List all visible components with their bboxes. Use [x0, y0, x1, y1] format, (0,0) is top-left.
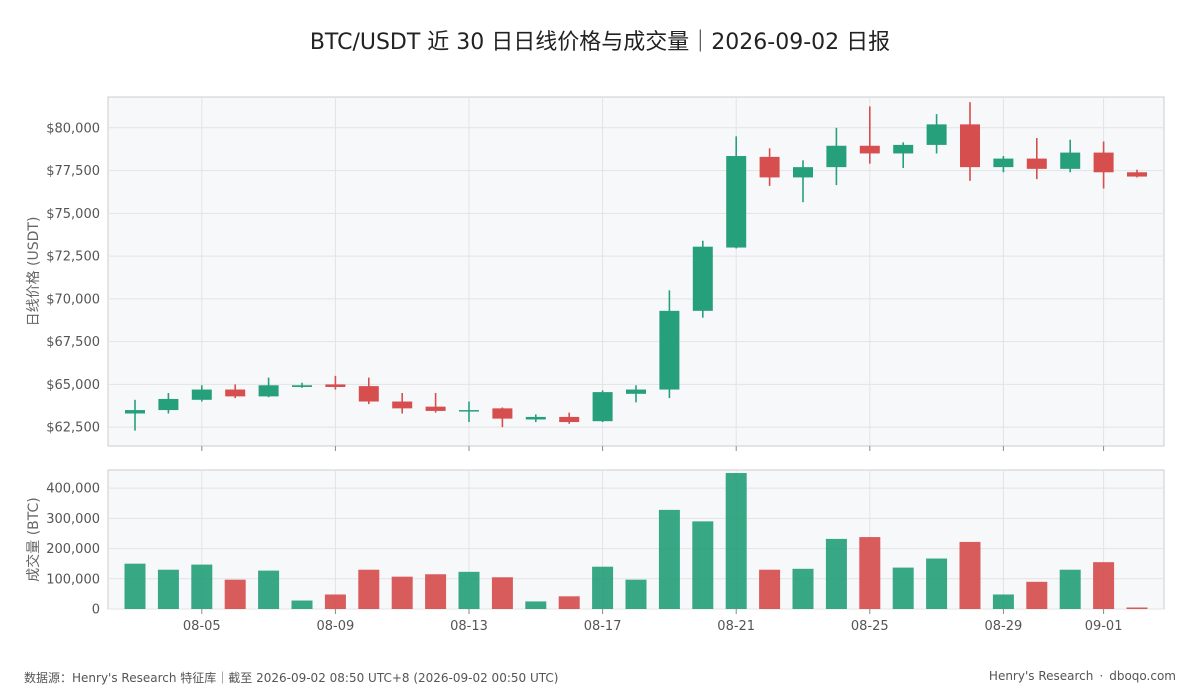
- candle-body: [191, 389, 212, 400]
- volume-bar: [358, 569, 380, 609]
- volume-bar: [625, 579, 647, 609]
- candle-body: [525, 416, 546, 420]
- candle-body: [1127, 172, 1147, 177]
- candle-body: [292, 385, 312, 387]
- volume-y-axis-label: 成交量 (BTC): [25, 497, 42, 582]
- volume-bar: [558, 596, 580, 609]
- price-ytick-label: $67,500: [46, 335, 100, 350]
- volume-panel: 0 100,000 200,000 300,000 400,000 成交量 (BTC) 08…: [25, 469, 1165, 634]
- price-ytick-label: $75,000: [46, 207, 100, 222]
- price-y-axis-label: 日线价格 (USDT): [26, 217, 42, 327]
- chart-title: BTC/USDT 近 30 日日线价格与成交量｜2026-09-02 日报: [309, 30, 891, 55]
- candle-body: [659, 310, 680, 390]
- volume-bar: [157, 569, 179, 609]
- brand-name: Henry's Research: [988, 669, 1094, 683]
- volume-bar: [324, 594, 346, 609]
- candle-body: [793, 167, 813, 178]
- volume-bar: [1059, 569, 1081, 609]
- volume-bar: [491, 577, 513, 609]
- footer-brand: Henry's Research · dboqo.com: [989, 669, 1176, 683]
- volume-bar: [224, 579, 246, 609]
- candle-body: [726, 156, 747, 248]
- price-ytick-label: $77,500: [46, 164, 100, 179]
- price-ytick-label: $72,500: [46, 250, 100, 265]
- price-panel: $62,500 $65,000 $67,500 $70,000 $72,500 $75,0…: [26, 96, 1165, 451]
- candle-body: [325, 384, 346, 387]
- candle-body: [492, 408, 513, 419]
- site-link[interactable]: dboqo.com: [1109, 669, 1176, 683]
- volume-bar: [1093, 562, 1115, 609]
- footer-source: 数据源：Henry's Research 特征库｜截至 2026-09-02 0…: [24, 671, 559, 685]
- candle-body: [1060, 152, 1081, 169]
- price-ytick-label: $70,000: [46, 292, 100, 307]
- candle-body: [459, 410, 479, 412]
- candle-body: [1093, 152, 1114, 173]
- candle-body: [1026, 158, 1047, 169]
- candle-body: [258, 385, 279, 397]
- volume-bar: [859, 537, 881, 609]
- volume-bar: [191, 564, 213, 609]
- volume-bar: [425, 574, 447, 609]
- volume-bar: [759, 569, 781, 609]
- volume-bar: [792, 568, 814, 609]
- volume-ytick-label: 0: [92, 603, 100, 618]
- volume-bar: [692, 521, 714, 609]
- candle-body: [893, 144, 914, 154]
- x-tick-label: 08-21: [717, 619, 755, 634]
- candle-body: [225, 389, 246, 397]
- volume-bar: [825, 538, 847, 609]
- volume-ytick-label: 100,000: [46, 572, 100, 587]
- candle-body: [158, 398, 179, 411]
- candle-body: [425, 406, 446, 411]
- x-tick-label: 08-13: [450, 619, 488, 634]
- volume-bar: [124, 563, 146, 609]
- footer-separator: ·: [1099, 669, 1104, 683]
- candle-body: [559, 416, 580, 423]
- x-tick-label: 08-29: [985, 619, 1023, 634]
- candle-body: [592, 392, 613, 422]
- volume-bar: [258, 570, 280, 609]
- candle-body: [926, 124, 947, 145]
- candle-body: [125, 410, 145, 414]
- candle-body: [826, 145, 847, 168]
- volume-ytick-label: 300,000: [46, 512, 100, 527]
- x-tick-label: 08-17: [584, 619, 622, 634]
- volume-bar: [391, 576, 413, 609]
- candle-body: [626, 389, 646, 394]
- volume-bar: [725, 473, 747, 609]
- candle-body: [960, 124, 980, 168]
- candle-body: [759, 156, 780, 178]
- volume-bar: [291, 600, 313, 609]
- volume-bar: [926, 558, 948, 609]
- volume-bar: [959, 541, 981, 609]
- candle-body: [692, 246, 713, 311]
- candle-body: [993, 158, 1014, 168]
- price-ytick-label: $62,500: [46, 421, 100, 436]
- volume-bar: [525, 601, 547, 609]
- candle-body: [358, 386, 379, 402]
- candle-body: [392, 401, 413, 409]
- volume-bar: [892, 567, 914, 609]
- volume-ytick-label: 200,000: [46, 542, 100, 557]
- volume-bar: [1026, 581, 1048, 609]
- x-tick-label: 08-09: [317, 619, 355, 634]
- volume-ytick-label: 400,000: [46, 482, 100, 497]
- volume-bar: [592, 566, 614, 609]
- x-tick-label: 09-01: [1085, 619, 1123, 634]
- candle-body: [859, 145, 880, 154]
- x-tick-label: 08-05: [183, 619, 221, 634]
- x-tick-label: 08-25: [851, 619, 889, 634]
- volume-bar: [658, 509, 680, 609]
- volume-bar: [458, 571, 480, 609]
- price-ytick-label: $65,000: [46, 378, 100, 393]
- volume-bar: [1126, 607, 1148, 609]
- price-ytick-label: $80,000: [46, 121, 100, 136]
- volume-bar: [992, 594, 1014, 609]
